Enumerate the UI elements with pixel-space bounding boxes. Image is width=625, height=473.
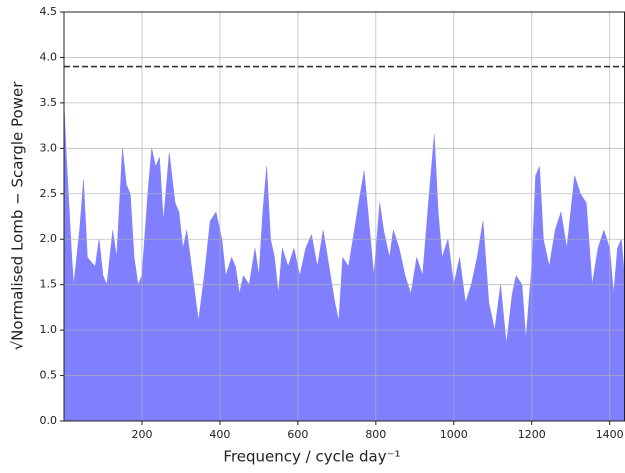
x-axis-label: Frequency / cycle day⁻¹ bbox=[223, 448, 400, 466]
y-tick-label: 2.5 bbox=[40, 187, 58, 200]
y-tick-label: 3.0 bbox=[40, 141, 58, 154]
x-tick-label: 800 bbox=[365, 428, 386, 441]
x-tick-label: 1200 bbox=[518, 428, 546, 441]
y-tick-label: 0.0 bbox=[40, 414, 58, 427]
y-tick-label: 4.0 bbox=[40, 50, 58, 63]
y-axis-label: √Normalised Lomb − Scargle Power bbox=[9, 81, 27, 351]
x-tick-label: 1000 bbox=[440, 428, 468, 441]
area bbox=[63, 102, 625, 422]
y-tick-label: 4.5 bbox=[40, 5, 58, 18]
y-tick-label: 1.5 bbox=[40, 278, 58, 291]
x-tick-label: 200 bbox=[131, 428, 152, 441]
x-tick-label: 600 bbox=[287, 428, 308, 441]
x-tick-label: 1400 bbox=[596, 428, 624, 441]
y-tick-label: 2.0 bbox=[40, 232, 58, 245]
y-tick-label: 0.5 bbox=[40, 369, 58, 382]
y-tick-label: 3.5 bbox=[40, 96, 58, 109]
x-tick-label: 400 bbox=[209, 428, 230, 441]
y-tick-label: 1.0 bbox=[40, 323, 58, 336]
